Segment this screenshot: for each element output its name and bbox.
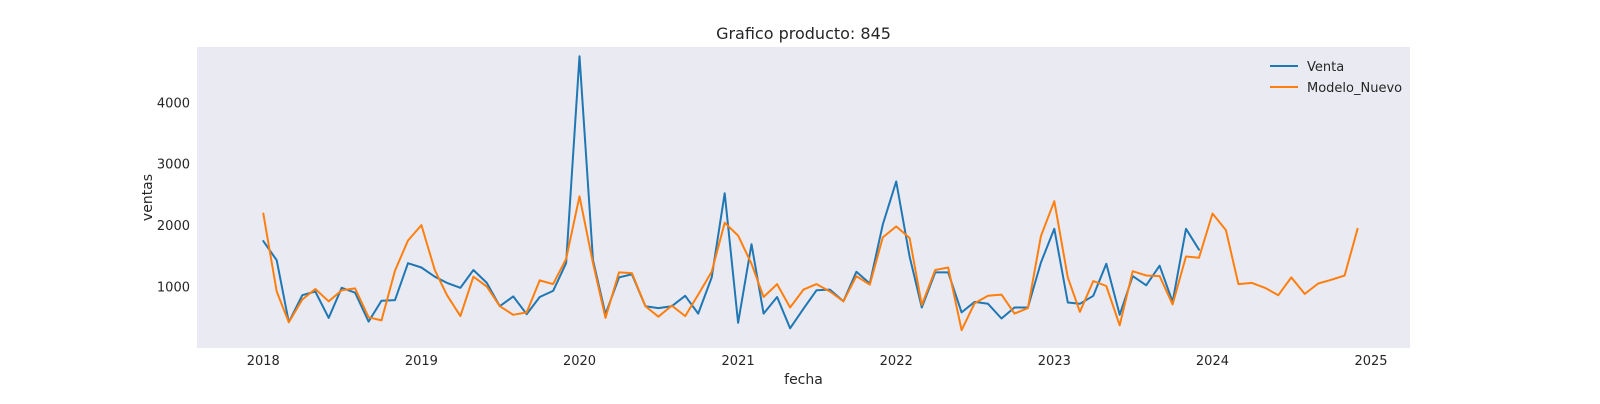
chart-title: Grafico producto: 845 (716, 24, 891, 43)
x-tick-label: 2020 (563, 354, 596, 369)
x-tick-label: 2023 (1038, 354, 1071, 369)
y-tick-label: 4000 (157, 96, 190, 111)
series-line-venta (262, 55, 1200, 330)
y-tick-label: 2000 (157, 219, 190, 234)
x-tick-label: 2022 (880, 354, 913, 369)
axis-ticks: 2018 2019 2020 2021 2022 2023 2024 2025 1000 2000… (157, 96, 1388, 369)
y-axis-label: ventas (140, 174, 156, 221)
series-line-modelo-nuevo (262, 195, 1359, 332)
legend: Venta Modelo_Nuevo (1270, 60, 1402, 96)
legend-label: Venta (1307, 60, 1344, 75)
x-tick-label: 2025 (1354, 354, 1387, 369)
x-axis-label: fecha (784, 372, 823, 388)
x-tick-label: 2024 (1196, 354, 1229, 369)
x-tick-label: 2019 (405, 354, 438, 369)
plot-area (197, 47, 1410, 348)
series-lines (262, 55, 1359, 332)
legend-label: Modelo_Nuevo (1307, 81, 1402, 96)
x-tick-label: 2021 (722, 354, 755, 369)
y-tick-label: 1000 (157, 281, 190, 296)
x-tick-label: 2018 (247, 354, 280, 369)
y-tick-label: 3000 (157, 158, 190, 173)
